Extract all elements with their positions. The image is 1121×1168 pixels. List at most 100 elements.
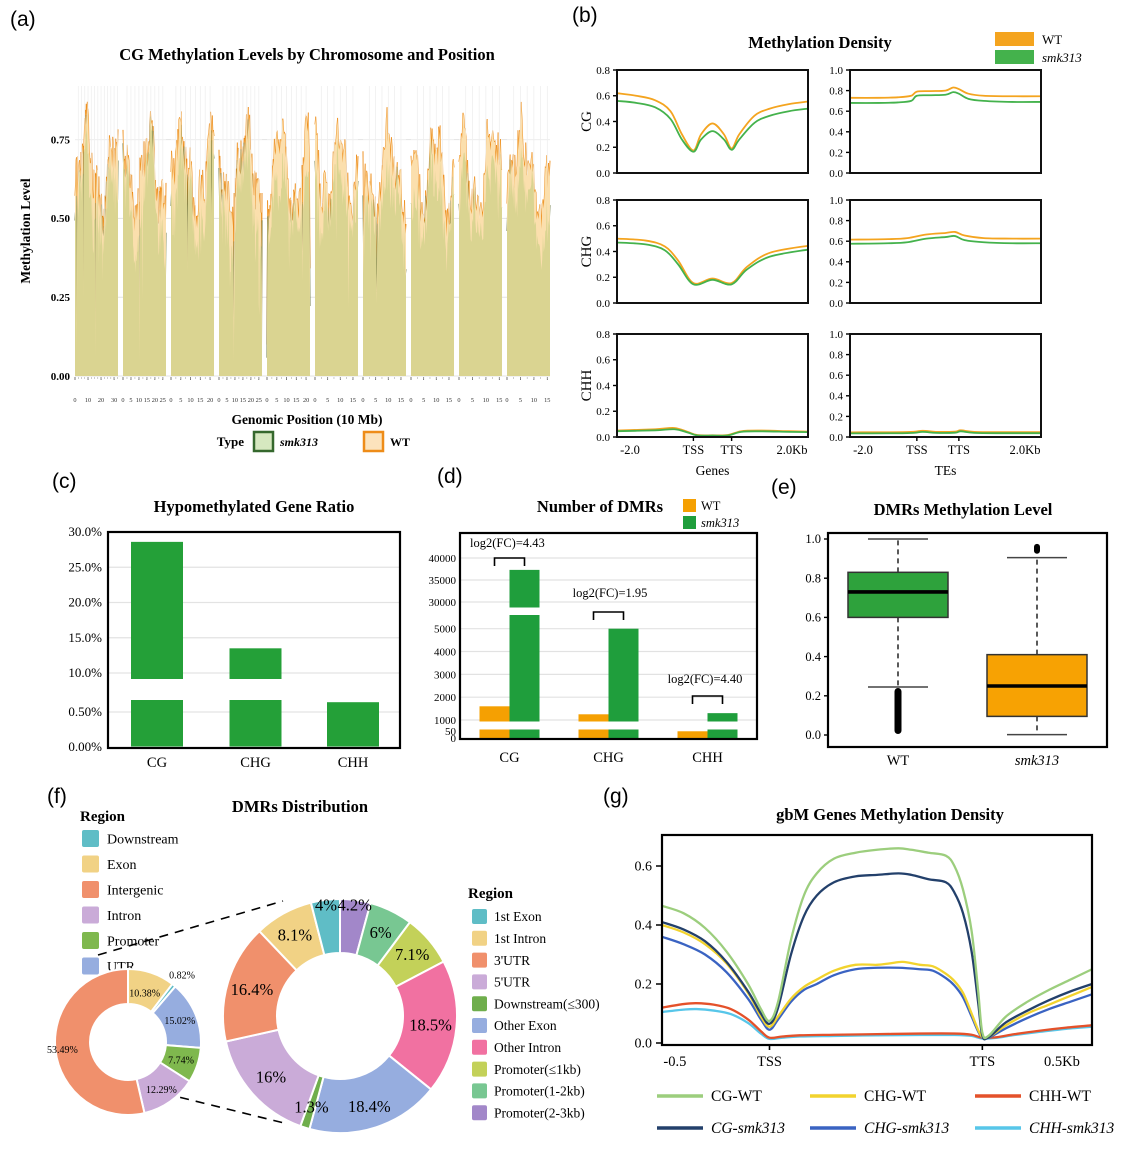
y-tick-label: 0.2: [829, 147, 843, 159]
y-tick-label: 0.4: [596, 246, 610, 258]
panel-f-title: DMRs Distribution: [232, 797, 368, 816]
x-tick-label: 5: [129, 397, 132, 404]
donut-label: 16%: [256, 1068, 287, 1087]
y-tick-label: 20.0%: [68, 595, 102, 610]
x-tick-label: 20: [98, 397, 104, 404]
big-legend-item: Downstream(≤300): [494, 996, 600, 1011]
donut-label: 53.49%: [47, 1045, 78, 1056]
y-tick-label: 4000: [434, 647, 457, 659]
x-tick-label: 0: [361, 397, 364, 404]
annotation-cg: log2(FC)=4.43: [470, 536, 545, 550]
y-tick-label: 0.2: [635, 978, 653, 993]
donut-label: 10.38%: [129, 988, 160, 999]
x-tick-label: 0: [409, 397, 412, 404]
y-tick-label: 0.6: [596, 221, 610, 233]
legend-label-smk313: smk313: [279, 435, 318, 449]
y-tick-label: 0.4: [596, 116, 610, 128]
x-tick-label: -2.0: [853, 443, 873, 457]
x-tick-label: 5: [326, 397, 329, 404]
x-tick-label: TTS: [948, 443, 970, 457]
x-tick-label: 0.5Kb: [1044, 1054, 1080, 1070]
y-tick-label: 0.00%: [68, 739, 102, 754]
y-tick-label: 1000: [434, 715, 457, 727]
chart-e-svg: DMRs Methylation Level 0.0 0.2 0.4 0.6 0.8 1.0…: [805, 500, 1109, 769]
panel-a-title: CG Methylation Levels by Chromosome and …: [119, 45, 495, 64]
annotation-chg: log2(FC)=1.95: [573, 586, 648, 600]
x-tick-label: 10: [136, 397, 142, 404]
big-legend-item: 5'UTR: [494, 975, 530, 990]
panel-c-title: Hypomethylated Gene Ratio: [154, 497, 355, 516]
x-tick-label: 10: [283, 397, 289, 404]
x-tick-label: 30: [111, 397, 117, 404]
panel-b-chart: Methylation Density WT smk313 0.0 0.2 0.4 0.6 0…: [565, 0, 1121, 480]
row-label-CHH: CHH: [579, 369, 595, 401]
x-tick-label: 15: [293, 397, 299, 404]
panel-b-label: (b): [572, 4, 598, 27]
row-label-CG: CG: [579, 111, 595, 132]
x-category-label: smk313: [1015, 753, 1059, 769]
panel-a-legend-title: Type: [217, 434, 244, 449]
big-legend-item: Other Exon: [494, 1018, 557, 1033]
x-tick-label: 5: [225, 397, 228, 404]
x-tick-label: 10: [531, 397, 537, 404]
row-label-CHG: CHG: [579, 235, 595, 267]
big-legend-item: 3'UTR: [494, 953, 530, 968]
donut-label: 6%: [370, 923, 392, 942]
x-tick-label: 10: [337, 397, 343, 404]
x-tick-label: 0: [505, 397, 508, 404]
panel-f-chart: DMRs Distribution Region Downstream Exon Int…: [30, 783, 620, 1168]
y-tick-label: 2000: [434, 692, 457, 704]
panel-e-chart: DMRs Methylation Level 0.0 0.2 0.4 0.6 0.8 1.0…: [788, 468, 1121, 783]
big-legend-item: Other Intron: [494, 1040, 561, 1055]
y-tick-label: 30000: [429, 597, 457, 609]
y-tick-label: 0.8: [829, 86, 843, 98]
x-tick-label: 0: [169, 397, 172, 404]
y-tick-label: 0.0: [635, 1037, 653, 1052]
panel-g-chart: gbM Genes Methylation Density 0.0 0.2 0.4 0.…: [598, 783, 1121, 1168]
panel-e-title: DMRs Methylation Level: [874, 500, 1053, 519]
x-tick-label: 5: [275, 397, 278, 404]
panel-a-xlabel: Genomic Position (10 Mb): [231, 412, 382, 427]
donut-label: 12.29%: [146, 1085, 177, 1096]
x-tick-label: 2.0Kb: [777, 443, 808, 457]
panel-g-label: (g): [603, 785, 629, 808]
donut-label: 16.4%: [231, 980, 274, 999]
x-tick-label: 15: [197, 397, 203, 404]
y-tick-label: 0: [451, 733, 457, 745]
y-tick-label: 0.8: [829, 350, 843, 362]
x-tick-label: 10: [85, 397, 91, 404]
panel-d-chart: Number of DMRs WT smk313 CG CHG CHH 0 50 1000 200…: [415, 462, 767, 782]
big-legend-item: Promoter(≤1kb): [494, 1062, 581, 1077]
panel-a-chart: CG Methylation Levels by Chromosome and …: [12, 36, 560, 466]
y-tick-label: 0.6: [635, 860, 653, 875]
legend-label-wt: WT: [390, 435, 410, 449]
donut-label: 4%: [315, 896, 337, 915]
y-tick-label: 0.0: [596, 168, 610, 180]
panel-g-title: gbM Genes Methylation Density: [776, 805, 1005, 824]
y-tick-label: 1.0: [829, 195, 843, 207]
y-tick-label: 0.6: [805, 611, 821, 625]
chart-f-svg: DMRs Distribution Region Downstream Exon Int…: [47, 797, 600, 1134]
panel-d-label: (d): [437, 465, 463, 488]
annotation-chh: log2(FC)=4.40: [668, 672, 743, 686]
x-tick-label: TTS: [720, 443, 742, 457]
x-tick-label: 0: [121, 397, 124, 404]
y-tick-label: 0.4: [635, 919, 653, 934]
y-tick-label: 0.50%: [68, 704, 102, 719]
x-category-label: CHH: [338, 755, 369, 771]
y-tick-label: 0.6: [829, 106, 843, 118]
col-label-TEs: TEs: [935, 463, 957, 478]
donut-label: 0.82%: [169, 971, 195, 982]
y-tick-label: 0.50: [51, 213, 71, 225]
y-tick-label: 0.0: [805, 728, 821, 742]
x-category-label: CG: [147, 755, 168, 771]
big-legend-item: Promoter(1-2kb): [494, 1084, 585, 1099]
x-tick-label: 2.0Kb: [1010, 443, 1041, 457]
col-label-Genes: Genes: [696, 463, 730, 478]
y-tick-label: 0.6: [596, 91, 610, 103]
small-legend-item: Promoter: [107, 935, 159, 950]
x-tick-label: 15: [446, 397, 452, 404]
x-tick-label: 10: [385, 397, 391, 404]
x-category-label: CG: [499, 750, 520, 766]
panel-g-legend-CHG-smk313: CHG-smk313: [864, 1120, 949, 1137]
